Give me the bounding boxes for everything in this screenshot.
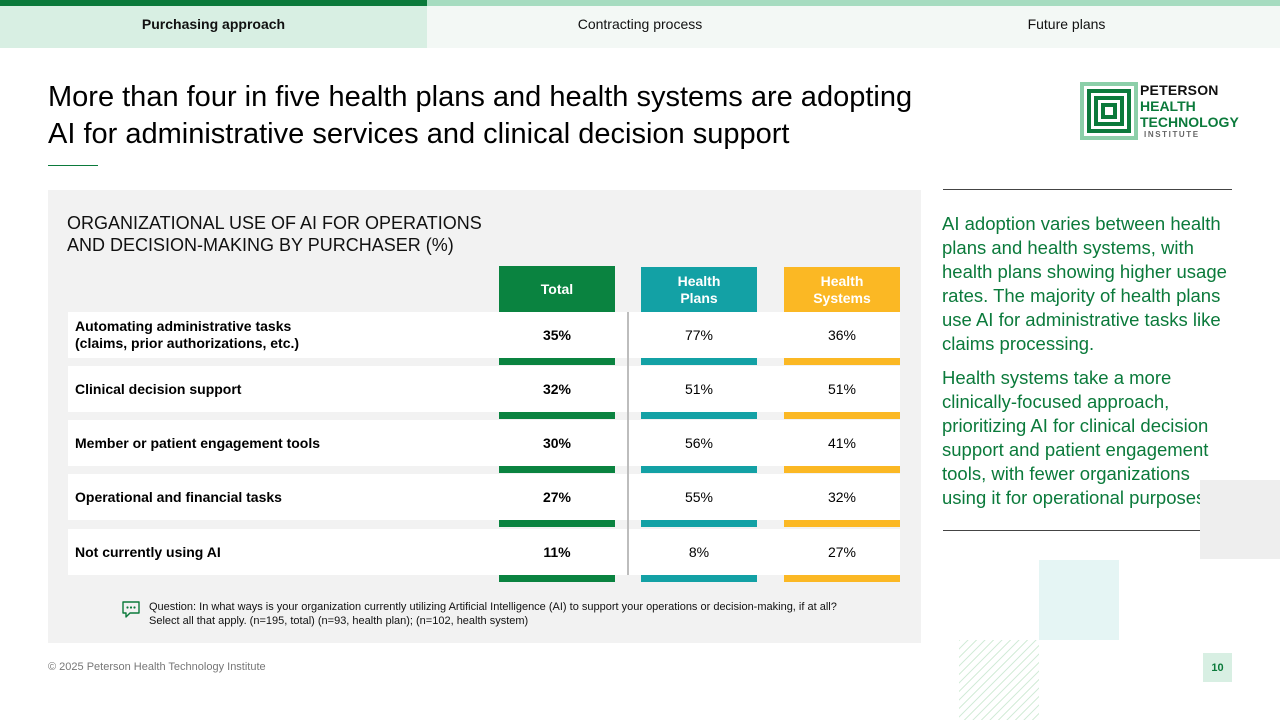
title-underline	[48, 165, 98, 166]
bar-health-systems	[784, 575, 900, 582]
column-header-health-plans: Health Plans	[641, 267, 757, 312]
comment-icon	[122, 601, 140, 618]
bar-total	[499, 575, 615, 582]
copyright-footer: © 2025 Peterson Health Technology Instit…	[48, 661, 266, 673]
logo-line1: PETERSON	[1140, 82, 1219, 98]
cell-health-systems: 36%	[827, 327, 857, 343]
table-row: Not currently using AI 11% 8% 27%	[68, 529, 900, 582]
bar-health-plans	[641, 520, 757, 527]
cell-total: 35%	[542, 327, 572, 343]
cell-total: 32%	[542, 381, 572, 397]
note-line1: Question: In what ways is your organizat…	[149, 601, 837, 613]
table-row: Clinical decision support 32% 51% 51%	[68, 366, 900, 419]
side-bottom-rule	[943, 530, 1232, 531]
logo-line2: HEALTH	[1140, 98, 1196, 114]
bar-health-systems	[784, 466, 900, 473]
cell-total: 11%	[543, 544, 571, 560]
side-paragraph-2: Health systems take a more clinically-fo…	[942, 367, 1211, 508]
cell-health-plans: 8%	[688, 544, 710, 560]
survey-question-note: Question: In what ways is your organizat…	[121, 600, 909, 628]
side-paragraph-1: AI adoption varies between health plans …	[942, 213, 1227, 354]
row-label: Automating administrative tasks (claims,…	[75, 312, 299, 358]
tab-label: Purchasing approach	[141, 16, 286, 32]
chart-panel: ORGANIZATIONAL USE OF AI FOR OPERATIONS …	[48, 190, 921, 643]
note-text: Question: In what ways is your organizat…	[149, 600, 909, 628]
table-row: Operational and financial tasks 27% 55% …	[68, 474, 900, 527]
row-label: Not currently using AI	[75, 543, 221, 560]
bar-health-plans	[641, 466, 757, 473]
chart-title-line2: AND DECISION-MAKING BY PURCHASER (%)	[67, 235, 454, 255]
row-label-line2: (claims, prior authorizations, etc.)	[75, 335, 300, 351]
logo-line4: INSTITUTE	[1144, 130, 1200, 139]
tab-purchasing-approach[interactable]: Purchasing approach	[0, 0, 427, 48]
tab-contracting-process[interactable]: Contracting process	[427, 0, 853, 48]
cell-health-plans: 51%	[684, 381, 714, 397]
section-tabs: Purchasing approach Contracting process …	[0, 0, 1280, 48]
logo-line3: TECHNOLOGY	[1140, 114, 1239, 130]
table-row: Automating administrative tasks (claims,…	[68, 312, 900, 365]
column-header-health-systems: Health Systems	[784, 267, 900, 312]
cell-health-systems: 27%	[827, 544, 857, 560]
logo: PETERSON HEALTH TECHNOLOGY INSTITUTE	[1080, 82, 1239, 140]
bar-health-systems	[784, 412, 900, 419]
decorative-square-teal	[1039, 560, 1119, 640]
bar-total	[499, 466, 615, 473]
chart-title: ORGANIZATIONAL USE OF AI FOR OPERATIONS …	[67, 212, 482, 256]
cell-total: 30%	[542, 435, 572, 451]
decorative-square-grey	[1200, 480, 1280, 559]
column-header-label: Health Plans	[677, 272, 721, 306]
column-divider	[627, 312, 629, 575]
row-label: Clinical decision support	[75, 380, 242, 397]
cell-total: 27%	[542, 489, 572, 505]
cell-health-systems: 41%	[827, 435, 857, 451]
cell-health-systems: 32%	[827, 489, 857, 505]
peterson-logo-mark-icon	[1080, 82, 1138, 140]
note-line2: Select all that apply. (n=195, total) (n…	[149, 615, 529, 627]
bar-health-systems	[784, 358, 900, 365]
chart-title-line1: ORGANIZATIONAL USE OF AI FOR OPERATIONS	[67, 213, 482, 233]
logo-wordmark: PETERSON HEALTH TECHNOLOGY INSTITUTE	[1140, 82, 1239, 140]
row-label-line1: Automating administrative tasks	[75, 318, 292, 334]
column-header-total: Total	[499, 266, 615, 312]
tab-label: Contracting process	[577, 16, 703, 32]
side-top-rule	[943, 189, 1232, 190]
tab-label: Future plans	[1027, 16, 1106, 32]
bar-total	[499, 358, 615, 365]
page-number: 10	[1203, 653, 1232, 682]
side-commentary: AI adoption varies between health plans …	[942, 212, 1237, 510]
bar-total	[499, 520, 615, 527]
decorative-square-hatched	[959, 640, 1039, 720]
row-label: Member or patient engagement tools	[75, 434, 321, 451]
cell-health-plans: 55%	[684, 489, 714, 505]
bar-health-plans	[641, 412, 757, 419]
table-row: Member or patient engagement tools 30% 5…	[68, 420, 900, 473]
page-title: More than four in five health plans and …	[48, 81, 913, 150]
cell-health-plans: 56%	[684, 435, 714, 451]
bar-health-plans	[641, 575, 757, 582]
column-header-label: Health Systems	[813, 272, 871, 306]
bar-total	[499, 412, 615, 419]
bar-health-plans	[641, 358, 757, 365]
row-label: Operational and financial tasks	[75, 488, 282, 505]
tab-future-plans[interactable]: Future plans	[853, 0, 1280, 48]
bar-health-systems	[784, 520, 900, 527]
cell-health-systems: 51%	[827, 381, 857, 397]
cell-health-plans: 77%	[684, 327, 714, 343]
